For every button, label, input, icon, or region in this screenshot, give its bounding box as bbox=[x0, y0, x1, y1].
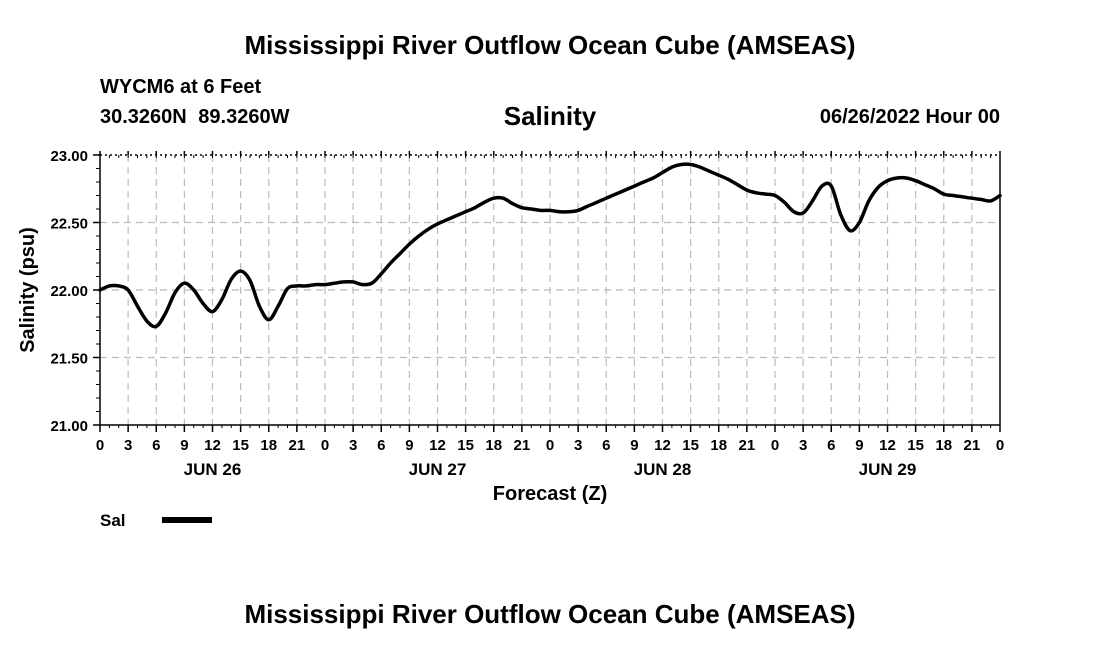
x-tick-label: 15 bbox=[907, 437, 924, 454]
x-tick-label: 18 bbox=[485, 437, 502, 454]
x-tick-label: 12 bbox=[654, 437, 671, 454]
y-tick-label: 21.50 bbox=[50, 351, 88, 368]
x-tick-label: 9 bbox=[630, 437, 638, 454]
x-tick-label: 6 bbox=[377, 437, 385, 454]
x-tick-label: 0 bbox=[321, 437, 329, 454]
x-tick-label: 0 bbox=[996, 437, 1004, 454]
y-tick-label: 22.50 bbox=[50, 216, 88, 233]
y-tick-label: 21.00 bbox=[50, 418, 88, 435]
salinity-series-line bbox=[98, 162, 1002, 329]
x-tick-label: 3 bbox=[349, 437, 357, 454]
x-tick-label: 9 bbox=[405, 437, 413, 454]
day-labels: JUN 26 JUN 27 JUN 28 JUN 29 bbox=[184, 460, 917, 479]
x-tick-label: 3 bbox=[574, 437, 582, 454]
x-tick-label: 15 bbox=[457, 437, 474, 454]
x-tick-label: 15 bbox=[232, 437, 249, 454]
x-tick-label: 18 bbox=[260, 437, 277, 454]
x-tick-label: 0 bbox=[771, 437, 779, 454]
day-label: JUN 28 bbox=[634, 460, 692, 479]
x-tick-label: 6 bbox=[152, 437, 160, 454]
x-tick-label: 12 bbox=[879, 437, 896, 454]
x-axis-label: Forecast (Z) bbox=[493, 483, 607, 505]
x-tick-label: 12 bbox=[429, 437, 446, 454]
legend-label-sal: Sal bbox=[100, 511, 126, 530]
x-tick-label: 21 bbox=[964, 437, 981, 454]
x-tick-label: 0 bbox=[96, 437, 104, 454]
x-tick-label: 18 bbox=[710, 437, 727, 454]
day-label: JUN 27 bbox=[409, 460, 467, 479]
coordinates-label: 30.3260N 89.3260W bbox=[100, 106, 290, 128]
y-axis-label: Salinity (psu) bbox=[17, 227, 39, 353]
day-label: JUN 29 bbox=[859, 460, 917, 479]
grid-lines bbox=[100, 155, 1000, 425]
day-label: JUN 26 bbox=[184, 460, 242, 479]
x-tick-label: 3 bbox=[124, 437, 132, 454]
x-tick-label: 15 bbox=[682, 437, 699, 454]
y-tick-label: 23.00 bbox=[50, 148, 88, 165]
page-title: Mississippi River Outflow Ocean Cube (AM… bbox=[244, 30, 856, 60]
x-tick-label: 6 bbox=[602, 437, 610, 454]
x-tick-label: 18 bbox=[935, 437, 952, 454]
x-tick-label: 9 bbox=[180, 437, 188, 454]
x-tick-label: 21 bbox=[739, 437, 756, 454]
chart-title: Salinity bbox=[503, 101, 597, 131]
x-tick-label: 12 bbox=[204, 437, 221, 454]
footer-title: Mississippi River Outflow Ocean Cube (AM… bbox=[244, 599, 856, 629]
x-tick-label: 3 bbox=[799, 437, 807, 454]
x-tick-label: 21 bbox=[289, 437, 306, 454]
legend: Sal bbox=[100, 511, 212, 530]
x-tick-label: 6 bbox=[827, 437, 835, 454]
x-tick-labels: 0 3 6 9 12 15 18 21 0 3 6 9 12 15 18 21 0 3 6 9 12 15 18 21 0 3 6 9… bbox=[96, 437, 1004, 454]
station-label: WYCM6 at 6 Feet bbox=[100, 76, 262, 98]
axes bbox=[93, 151, 1001, 432]
x-tick-label: 9 bbox=[855, 437, 863, 454]
y-tick-label: 22.00 bbox=[50, 283, 88, 300]
x-tick-label: 21 bbox=[514, 437, 531, 454]
y-tick-labels: 21.00 21.50 22.00 22.50 23.00 bbox=[50, 148, 88, 435]
issued-datetime: 06/26/2022 Hour 00 bbox=[819, 106, 1000, 128]
x-tick-label: 0 bbox=[546, 437, 554, 454]
